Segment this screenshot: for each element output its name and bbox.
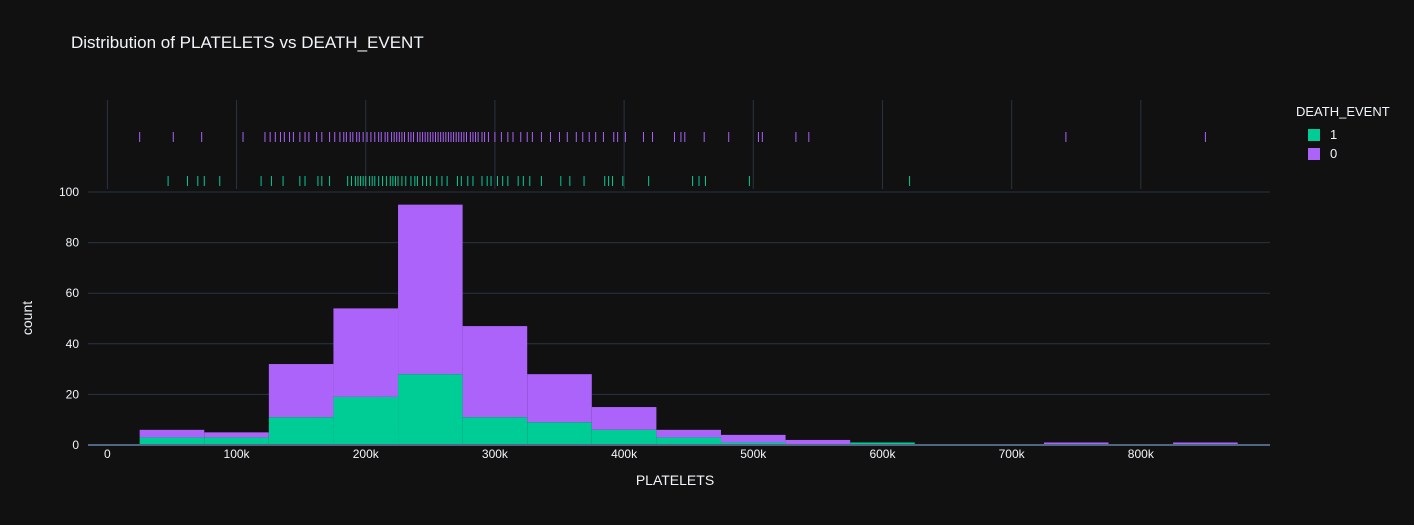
bar-series-0 [527, 374, 592, 423]
y-tick-label: 80 [66, 236, 80, 250]
bar-series-0 [1173, 442, 1238, 445]
bar-series-0 [1043, 442, 1109, 445]
bar-series-0 [268, 364, 334, 418]
y-tick-label: 60 [66, 286, 80, 300]
bar-series-0 [139, 429, 205, 438]
legend-title: DEATH_EVENT [1296, 104, 1390, 119]
bar-series-1 [850, 442, 915, 445]
bar-series-1 [527, 422, 592, 445]
bar-series-1 [591, 429, 657, 445]
x-tick-label: 100k [224, 447, 251, 461]
rug-gridlines [106, 100, 1142, 189]
bar-series-0 [720, 434, 786, 443]
bar-series-0 [333, 308, 399, 397]
bar-series-1 [139, 437, 205, 445]
x-tick-label: 600k [869, 447, 896, 461]
bar-series-1 [720, 442, 786, 445]
bar-series-1 [268, 417, 334, 445]
x-tick-label: 0 [104, 447, 111, 461]
rug-plot [139, 132, 1206, 186]
x-tick-label: 200k [353, 447, 380, 461]
legend-item-1[interactable]: 1 [1296, 125, 1390, 144]
x-tick-label: 500k [740, 447, 767, 461]
x-tick-label: 300k [482, 447, 509, 461]
x-axis-ticks: 0 100k 200k 300k 400k 500k 600k 700k 800k [104, 447, 1155, 461]
legend-label: 0 [1330, 146, 1338, 161]
y-tick-label: 100 [59, 185, 79, 199]
chart-title: Distribution of PLATELETS vs DEATH_EVENT [71, 33, 424, 52]
legend-item-0[interactable]: 0 [1296, 144, 1390, 163]
legend-swatch [1308, 128, 1320, 141]
bar-series-1 [204, 437, 269, 445]
y-tick-label: 40 [66, 337, 80, 351]
legend: DEATH_EVENT 1 0 [1296, 104, 1390, 163]
y-tick-label: 20 [66, 387, 80, 401]
bar-series-1 [462, 417, 528, 445]
legend-label: 1 [1330, 127, 1338, 142]
histogram-bars [139, 204, 1238, 445]
x-tick-label: 400k [611, 447, 638, 461]
x-tick-label: 700k [999, 447, 1026, 461]
x-tick-label: 800k [1128, 447, 1155, 461]
y-axis-ticks: 0 20 40 60 80 100 [59, 185, 79, 452]
y-axis-title: count [19, 301, 35, 335]
bar-series-0 [398, 204, 463, 375]
bar-series-0 [785, 439, 851, 445]
legend-swatch [1308, 147, 1320, 160]
bar-series-0 [204, 432, 269, 438]
bar-series-1 [656, 437, 721, 445]
y-tick-label: 0 [72, 438, 79, 452]
bar-series-0 [656, 429, 721, 438]
bar-series-1 [398, 374, 463, 445]
x-axis-title: PLATELETS [636, 472, 714, 488]
bar-series-0 [591, 407, 657, 430]
bar-series-0 [462, 326, 528, 418]
bar-series-1 [333, 396, 399, 445]
